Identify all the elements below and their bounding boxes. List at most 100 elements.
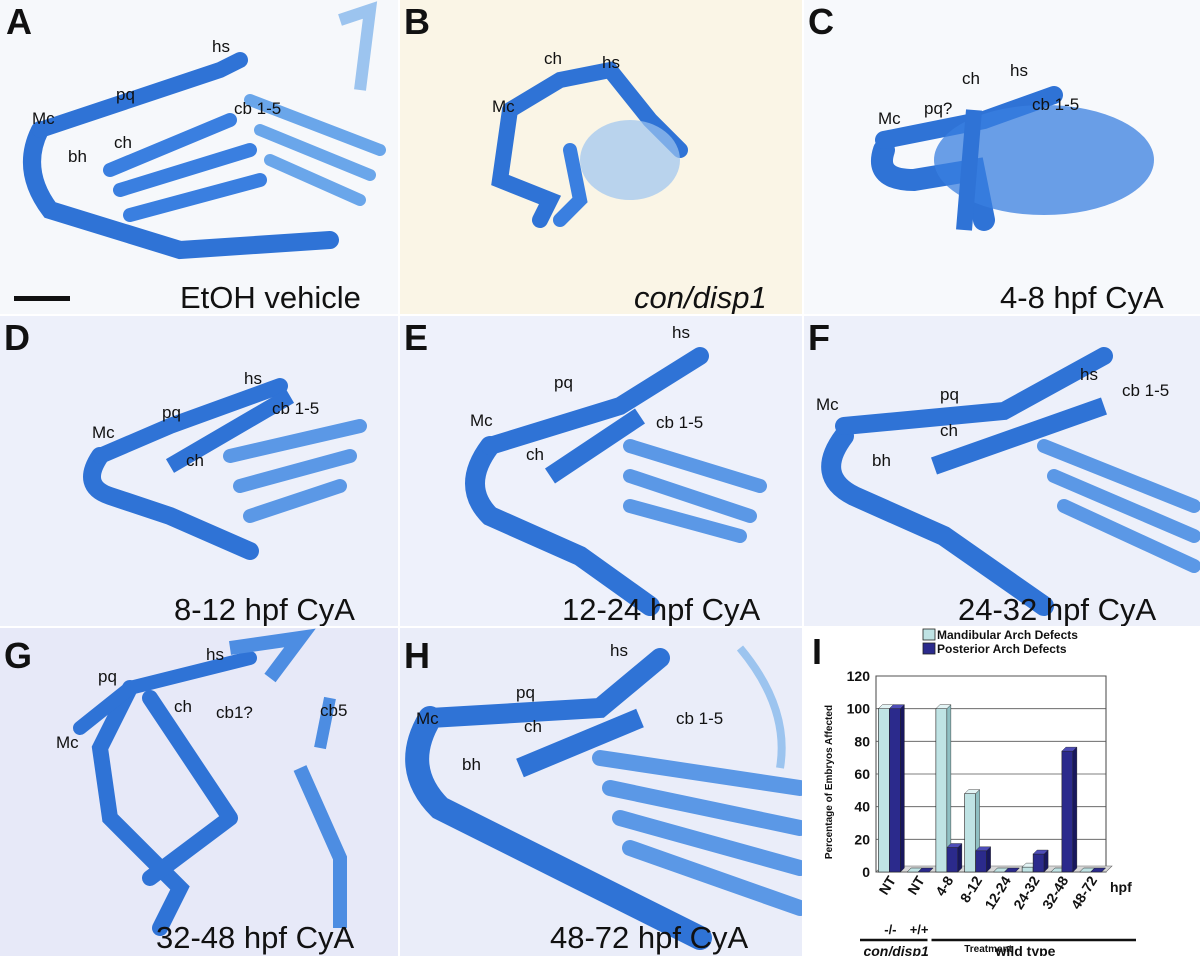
bar-top: [1061, 746, 1078, 752]
bar: [935, 708, 948, 873]
panel-letter: G: [4, 635, 33, 676]
x-tick-label: 12-24: [981, 873, 1014, 912]
panel-caption: 48-72 hpf CyA: [550, 920, 749, 955]
label-cb: cb 1-5: [1032, 95, 1080, 114]
panel-f: F hs cb 1-5 Mc pq ch bh 24-32 hpf CyA: [804, 316, 1200, 626]
panel-letter: D: [4, 317, 30, 358]
label-hs: hs: [244, 369, 262, 388]
y-tick-label: 100: [847, 701, 871, 717]
bar-top: [946, 843, 963, 848]
genotype-label: +/+: [910, 922, 929, 937]
y-tick-label: 120: [847, 668, 871, 684]
panel-letter: H: [404, 635, 430, 676]
bar-side: [986, 846, 991, 873]
cartilage-image-b: [491, 61, 688, 228]
label-hs: hs: [672, 323, 690, 342]
panel-caption: 8-12 hpf CyA: [174, 592, 355, 626]
x-unit-label: hpf: [1110, 879, 1132, 895]
bar: [1003, 867, 1020, 873]
panel-letter: E: [404, 317, 429, 358]
panel-caption: 32-48 hpf CyA: [156, 920, 355, 955]
panel-c: C ch hs Mc pq? cb 1-5 4-8 hpf CyA: [804, 0, 1200, 314]
label-ch: ch: [962, 69, 980, 88]
label-bh: bh: [68, 147, 87, 166]
x-axis-label: Treatment: [964, 944, 1012, 955]
label-mc: Mc: [492, 97, 515, 116]
x-tick-label: NT: [904, 873, 928, 898]
x-tick-label: 8-12: [957, 873, 986, 905]
bar: [975, 850, 987, 873]
cartilage-image-c: [871, 86, 1154, 231]
genotype-label: -/-: [884, 922, 896, 937]
bar: [1032, 853, 1045, 873]
panel-letter: F: [808, 317, 830, 358]
x-tick-label: 32-48: [1039, 873, 1072, 912]
label-cb: cb 1-5: [1122, 381, 1170, 400]
bar-side: [1072, 746, 1078, 873]
cartilage-image-h: [405, 645, 802, 950]
label-pq: pq?: [924, 99, 953, 118]
bar: [1090, 867, 1107, 873]
label-pq: pq: [98, 667, 117, 686]
y-tick-label: 80: [854, 733, 870, 749]
label-hs: hs: [212, 37, 230, 56]
label-pq: pq: [554, 373, 573, 392]
panel-letter: I: [812, 631, 823, 672]
bar: [878, 708, 890, 873]
y-tick-label: 20: [854, 831, 870, 847]
label-mc: Mc: [92, 423, 115, 442]
bar-chart: 0 20 40 60 80 100 120 Percentage of Embryos Aff…: [824, 628, 1136, 956]
scale-bar: [14, 296, 70, 301]
panel-d: D hs cb 1-5 pq Mc ch 8-12 hpf CyA: [0, 316, 398, 626]
panel-e: E hs pq Mc cb 1-5 ch 12-24 hpf CyA: [400, 316, 802, 626]
y-tick-label: 40: [854, 799, 870, 815]
label-bh: bh: [872, 451, 891, 470]
cartilage-image-d: [83, 378, 367, 560]
label-hs: hs: [1080, 365, 1098, 384]
label-mc: Mc: [470, 411, 493, 430]
panel-caption: EtOH vehicle: [180, 280, 361, 314]
label-cb: cb 1-5: [234, 99, 282, 118]
label-mc: Mc: [816, 395, 839, 414]
panel-letter: B: [404, 1, 430, 42]
label-mc: Mc: [416, 709, 439, 728]
label-hs: hs: [610, 641, 628, 660]
bar: [1061, 750, 1074, 873]
panel-caption: 24-32 hpf CyA: [958, 592, 1157, 626]
label-cb: cb 1-5: [272, 399, 320, 418]
bar: [917, 867, 934, 873]
panel-i-chart: I 0 20 40 60 80 100 120 Percentage of Embryos A…: [806, 626, 1200, 956]
label-pq: pq: [116, 85, 135, 104]
x-tick-label: NT: [875, 873, 899, 898]
bar-top: [975, 846, 992, 851]
bar: [889, 708, 901, 873]
label-cb1: cb1?: [216, 703, 253, 722]
label-bh: bh: [462, 755, 481, 774]
bar-top: [964, 789, 981, 794]
label-pq: pq: [516, 683, 535, 702]
bar-top: [1032, 849, 1049, 855]
label-mc: Mc: [56, 733, 79, 752]
label-cb5: cb5: [320, 701, 348, 720]
label-ch: ch: [544, 49, 562, 68]
legend-label: Posterior Arch Defects: [937, 642, 1067, 656]
bar: [1021, 866, 1034, 873]
bar-top: [935, 704, 952, 709]
bar-top: [888, 704, 905, 709]
label-ch: ch: [114, 133, 132, 152]
x-tick-label: 48-72: [1068, 873, 1101, 912]
x-tick-label: 4-8: [932, 873, 956, 899]
y-axis-label: Percentage of Embryos Affected: [824, 705, 835, 859]
label-hs: hs: [602, 53, 620, 72]
panel-caption: con/disp1: [634, 280, 767, 314]
bar: [964, 793, 976, 873]
label-cb: cb 1-5: [676, 709, 724, 728]
cartilage-image-a: [23, 1, 386, 260]
panel-b: B ch hs Mc con/disp1: [400, 0, 802, 314]
label-ch: ch: [524, 717, 542, 736]
bar-side: [957, 843, 963, 873]
legend-swatch: [922, 628, 936, 641]
label-cb: cb 1-5: [656, 413, 704, 432]
group-label: con/disp1: [863, 943, 929, 956]
panel-caption: 4-8 hpf CyA: [1000, 280, 1164, 314]
